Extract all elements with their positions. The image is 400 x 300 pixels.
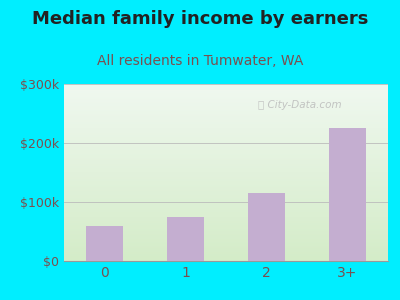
Bar: [86, 226, 123, 261]
Text: All residents in Tumwater, WA: All residents in Tumwater, WA: [97, 54, 303, 68]
Bar: [167, 217, 204, 261]
Text: Median family income by earners: Median family income by earners: [32, 11, 368, 28]
Bar: [329, 128, 366, 261]
Bar: [248, 193, 285, 261]
Text: ⓘ City-Data.com: ⓘ City-Data.com: [258, 100, 342, 110]
